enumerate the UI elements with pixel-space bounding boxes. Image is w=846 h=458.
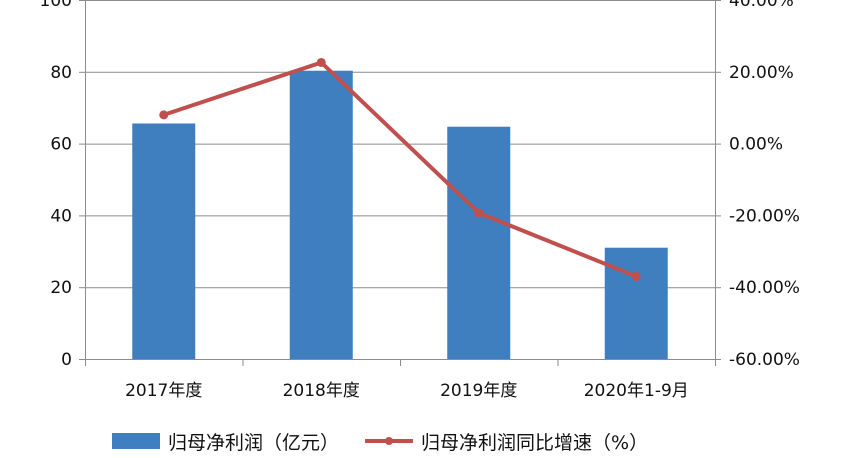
legend-bar-swatch [112, 433, 160, 449]
x-axis-ticks: 2017年度 2018年度 2019年度 2020年1-9月 [125, 381, 689, 401]
left-tick-label: 20 [50, 278, 72, 298]
series-line [163, 60, 637, 279]
line-series [159, 57, 641, 281]
legend-item-line: 归母净利润同比增速（%） [365, 428, 648, 455]
right-tick-label: -20.00% [729, 206, 800, 226]
left-axis-ticks: 0 20 40 60 80 100 [40, 0, 72, 370]
bar [447, 126, 511, 360]
right-tick-label: 0.00% [729, 135, 783, 155]
legend-item-bar: 归母净利润（亿元） [112, 428, 339, 455]
bar-series [132, 70, 668, 360]
bar [289, 70, 353, 360]
legend-line-swatch [365, 433, 414, 449]
left-tick-label: 40 [50, 206, 72, 226]
line-point [316, 57, 326, 67]
left-tick-label: 100 [40, 0, 72, 11]
bar [604, 247, 668, 359]
legend-bar-label: 归母净利润（亿元） [168, 431, 340, 454]
bar [132, 123, 196, 359]
left-tick-label: 60 [50, 135, 72, 155]
axes [79, 0, 721, 366]
left-tick-label: 80 [50, 63, 72, 83]
line-point [159, 110, 169, 120]
legend: 归母净利润（亿元） 归母净利润同比增速（%） [112, 426, 674, 456]
line-point [474, 208, 484, 218]
left-tick-label: 0 [61, 350, 72, 370]
x-tick-label: 2017年度 [125, 381, 202, 401]
right-tick-label: -60.00% [729, 350, 800, 370]
right-axis-ticks: -60.00% -40.00% -20.00% 0.00% 20.00% 40.00% [729, 0, 800, 370]
right-tick-label: 20.00% [729, 63, 794, 83]
x-tick-label: 2020年1-9月 [584, 381, 689, 401]
line-point [631, 271, 641, 281]
x-tick-label: 2019年度 [440, 381, 517, 401]
right-tick-label: -40.00% [729, 278, 800, 298]
x-tick-label: 2018年度 [283, 381, 360, 401]
legend-line-label: 归母净利润同比增速（%） [421, 431, 649, 454]
right-tick-label: 40.00% [729, 0, 794, 11]
